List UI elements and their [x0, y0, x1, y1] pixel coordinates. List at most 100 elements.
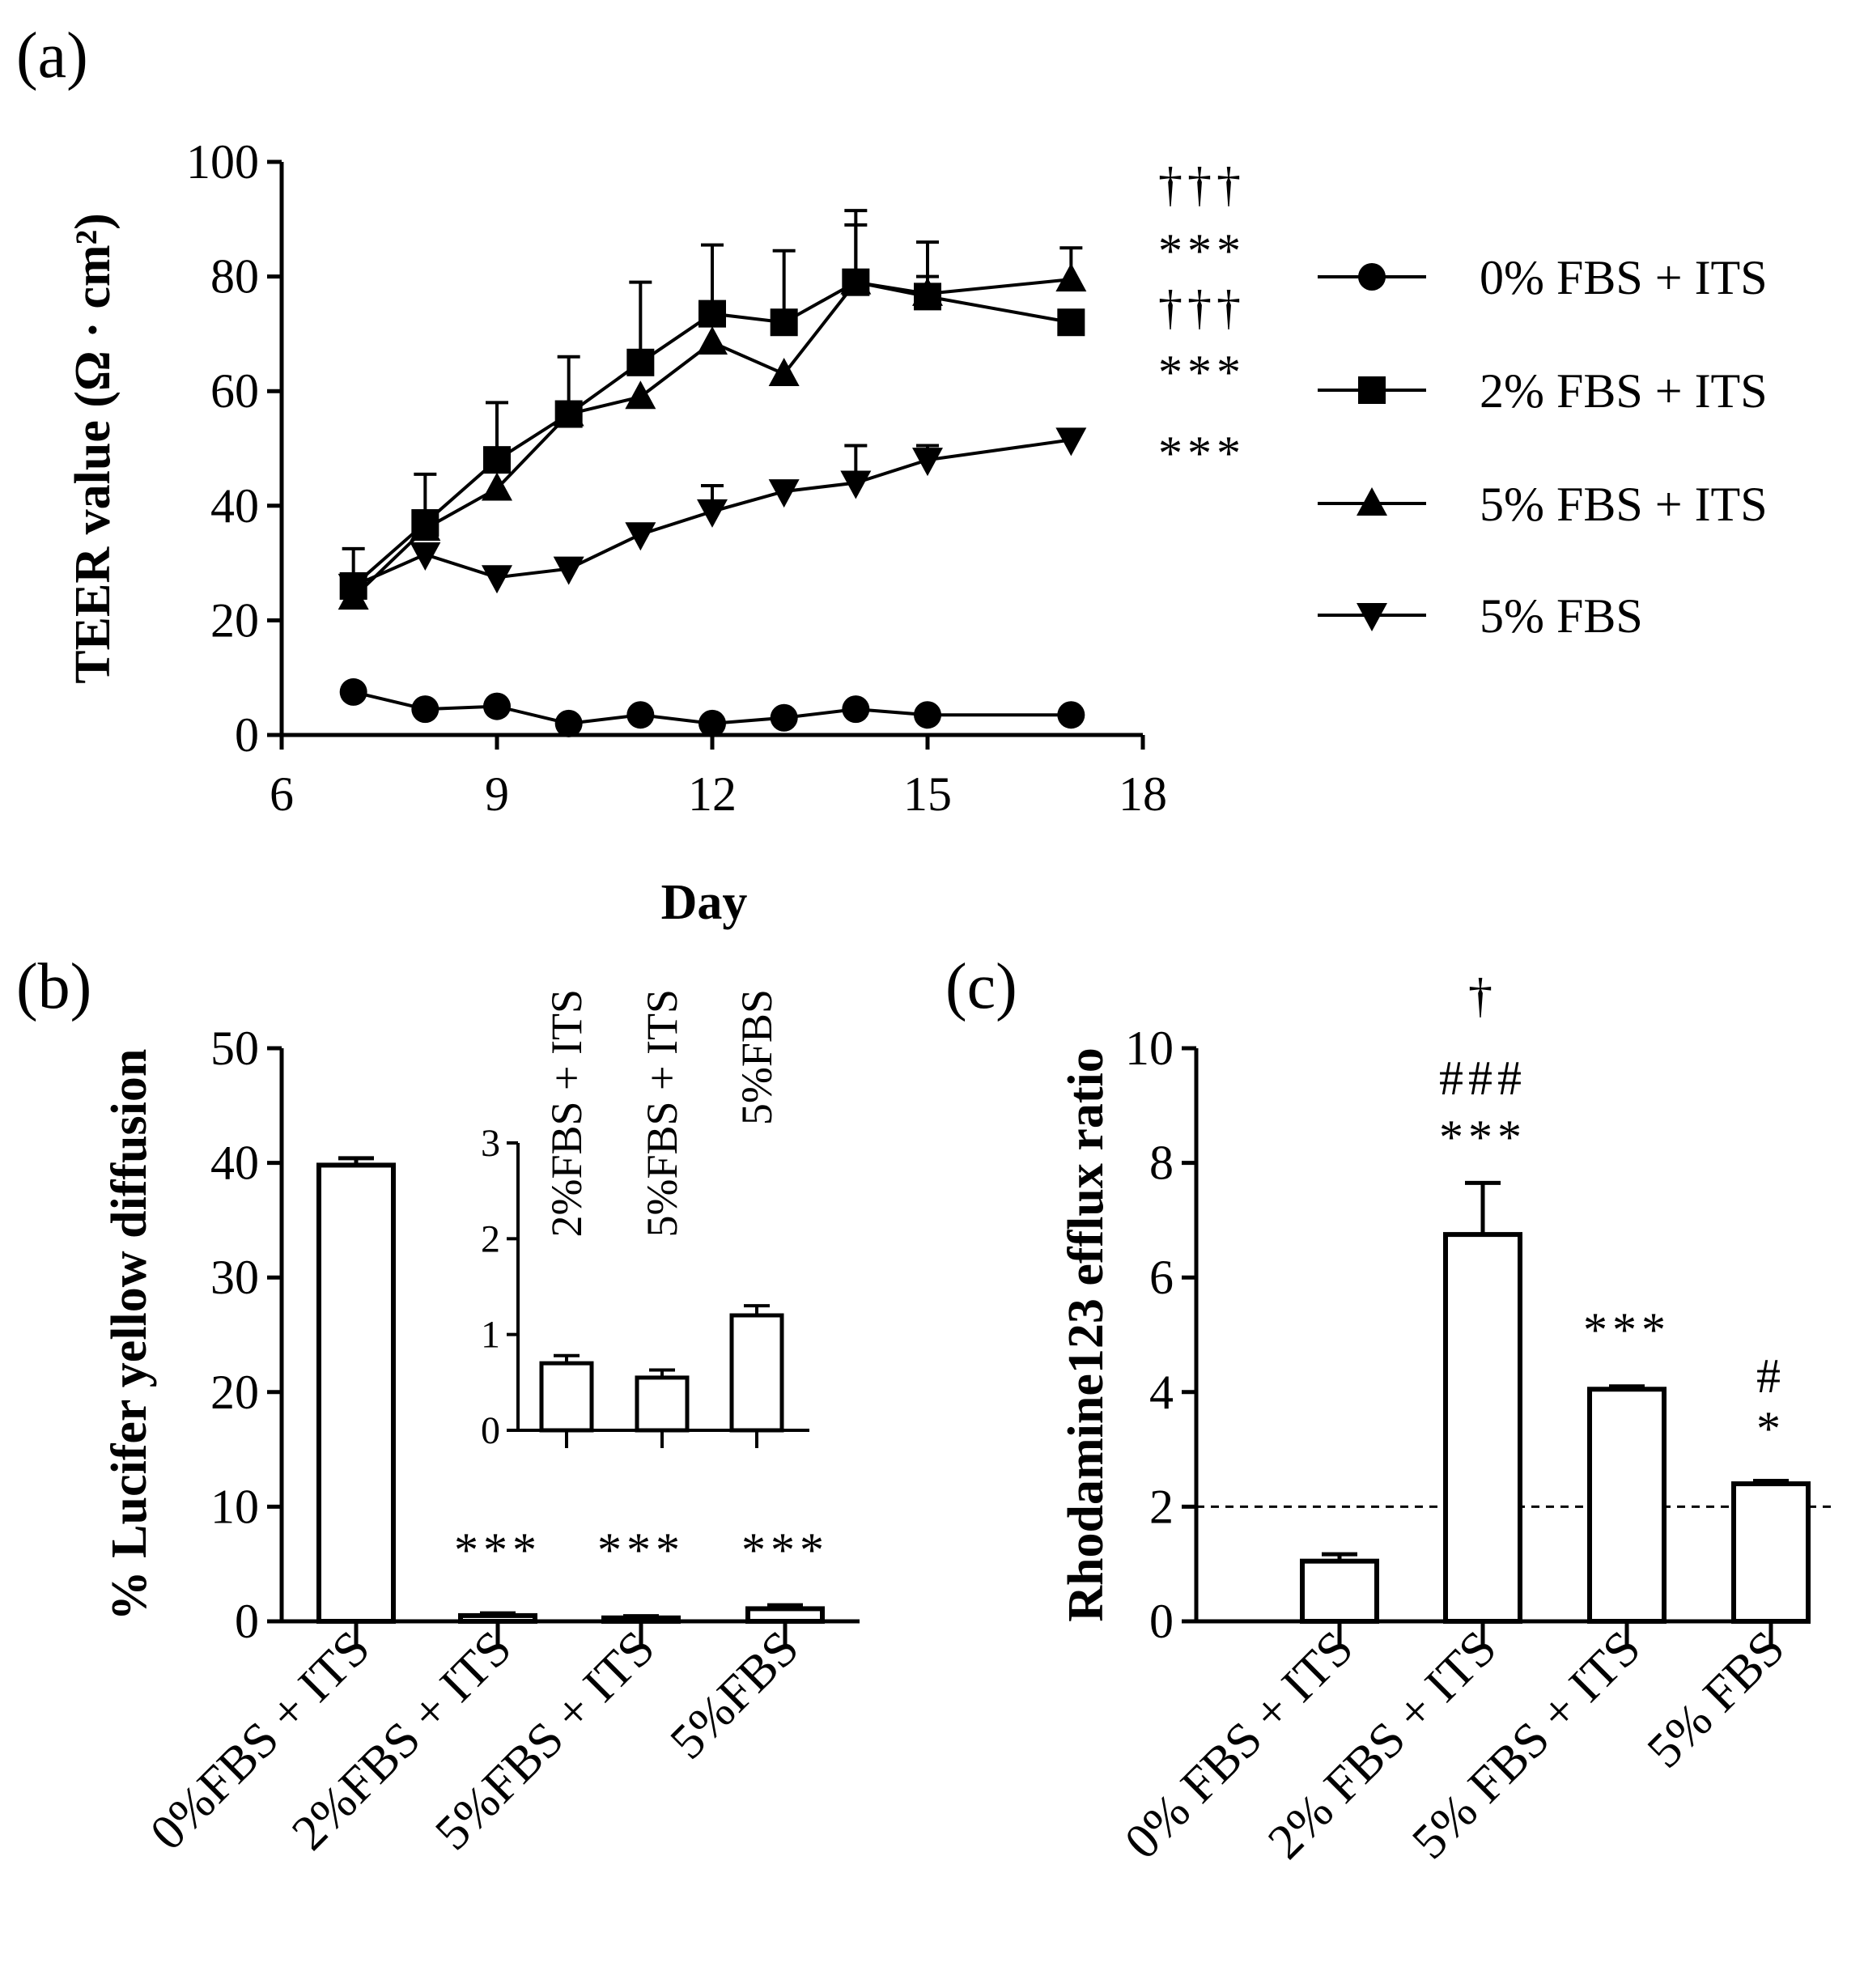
y-tick-label: 40 — [210, 1136, 259, 1190]
x-axis-title: Day — [661, 875, 748, 930]
inset-bar — [539, 1361, 594, 1433]
data-point — [1055, 427, 1087, 457]
x-tick-label: 12 — [688, 767, 737, 821]
data-point — [626, 701, 655, 729]
data-point — [912, 448, 943, 477]
y-axis-title: TEER value (Ω · cm²) — [66, 213, 121, 683]
data-point — [483, 446, 511, 474]
bar — [316, 1162, 396, 1624]
significance-label: *** — [454, 1523, 541, 1577]
bar — [601, 1615, 681, 1624]
data-point — [482, 472, 512, 501]
significance-label: *** — [1158, 224, 1246, 278]
data-point — [410, 542, 441, 571]
significance-label: *** — [1439, 1111, 1526, 1164]
x-tick-label: 15 — [903, 767, 952, 821]
y-tick-label: 30 — [210, 1251, 259, 1304]
legend-marker — [1358, 263, 1386, 291]
data-point — [1057, 308, 1085, 337]
y-tick-label: 0 — [1149, 1595, 1174, 1648]
data-point — [483, 692, 511, 720]
bar — [1731, 1481, 1811, 1624]
data-point — [698, 709, 726, 737]
significance-label: *** — [1583, 1303, 1671, 1357]
data-point — [339, 678, 367, 706]
y-tick-label: 20 — [210, 593, 259, 647]
x-tick-label: 9 — [485, 767, 509, 821]
bar — [745, 1606, 825, 1624]
y-tick-label: 2 — [1149, 1480, 1174, 1533]
y-tick-label: 0 — [235, 708, 259, 762]
inset-y-tick-label: 3 — [481, 1122, 500, 1165]
significance-label: *** — [741, 1523, 829, 1577]
y-axis-title: % Lucifer yellow diffusion — [102, 1049, 157, 1621]
inset-bar — [635, 1375, 690, 1433]
y-axis-title: Rhodamine123 efflux ratio — [1059, 1047, 1114, 1622]
inset-category-label: 5%FBS — [732, 989, 781, 1125]
y-tick-label: 8 — [1149, 1136, 1174, 1190]
legend-label: 5% FBS — [1480, 589, 1643, 643]
data-point — [553, 397, 584, 427]
y-tick-label: 6 — [1149, 1251, 1174, 1304]
series-line — [353, 690, 1072, 725]
bar — [458, 1612, 537, 1625]
data-point — [840, 265, 872, 295]
legend-marker — [1358, 376, 1386, 404]
y-tick-label: 0 — [235, 1595, 259, 1648]
inset-y-tick-label: 1 — [481, 1314, 500, 1357]
data-point — [768, 357, 800, 386]
y-tick-label: 20 — [210, 1366, 259, 1419]
legend-marker — [1357, 487, 1387, 516]
y-tick-label: 40 — [210, 479, 259, 533]
legend-label: 2% FBS + ITS — [1480, 364, 1768, 418]
inset-y-tick-label: 0 — [481, 1409, 500, 1452]
data-point — [625, 380, 656, 410]
data-point — [914, 701, 941, 729]
panel-label-c: (c) — [945, 951, 1017, 1022]
inset-bar — [729, 1313, 784, 1433]
panel-label-a: (a) — [16, 20, 88, 91]
data-point — [770, 703, 798, 732]
data-point — [482, 565, 512, 594]
x-tick-label: 5% FBS — [1637, 1621, 1794, 1778]
y-tick-label: 60 — [210, 364, 259, 418]
y-tick-label: 10 — [210, 1480, 259, 1533]
x-tick-label: 5%FBS — [660, 1621, 809, 1770]
data-point — [912, 277, 943, 306]
data-point — [626, 348, 655, 376]
legend-marker — [1357, 603, 1387, 631]
panel-label-b: (b) — [16, 951, 91, 1022]
bar — [1587, 1387, 1667, 1624]
significance-label: *** — [1158, 427, 1246, 480]
data-point — [768, 479, 800, 508]
inset-category-label: 2%FBS + ITS — [542, 989, 591, 1238]
legend-label: 0% FBS + ITS — [1480, 251, 1768, 304]
data-point — [840, 470, 872, 499]
series-line — [352, 438, 1072, 588]
data-point — [411, 695, 439, 724]
data-point — [1057, 701, 1085, 729]
y-tick-label: 10 — [1125, 1022, 1174, 1075]
inset-y-tick-label: 2 — [481, 1217, 500, 1260]
data-point — [697, 499, 728, 528]
data-point — [553, 556, 584, 585]
data-point — [410, 512, 441, 542]
y-tick-label: 4 — [1149, 1366, 1174, 1419]
significance-label: ††† — [1158, 281, 1246, 334]
legend-label: 5% FBS + ITS — [1480, 478, 1768, 531]
data-point — [554, 709, 583, 737]
data-point — [697, 326, 728, 355]
chart-a: 0 20 40 60 80 100 6 9 12 15 18 Day TEER value (Ω · c… — [66, 135, 1768, 930]
x-tick-label: 18 — [1119, 767, 1167, 821]
bar — [1300, 1558, 1379, 1625]
significance-label: ††† — [1158, 158, 1246, 211]
significance-label: *** — [1158, 346, 1246, 399]
significance-label: † — [1468, 969, 1497, 1022]
data-point — [770, 308, 798, 337]
data-point — [842, 695, 870, 724]
series-line — [352, 278, 1072, 599]
y-tick-label: 100 — [186, 135, 259, 189]
data-point — [625, 522, 656, 551]
